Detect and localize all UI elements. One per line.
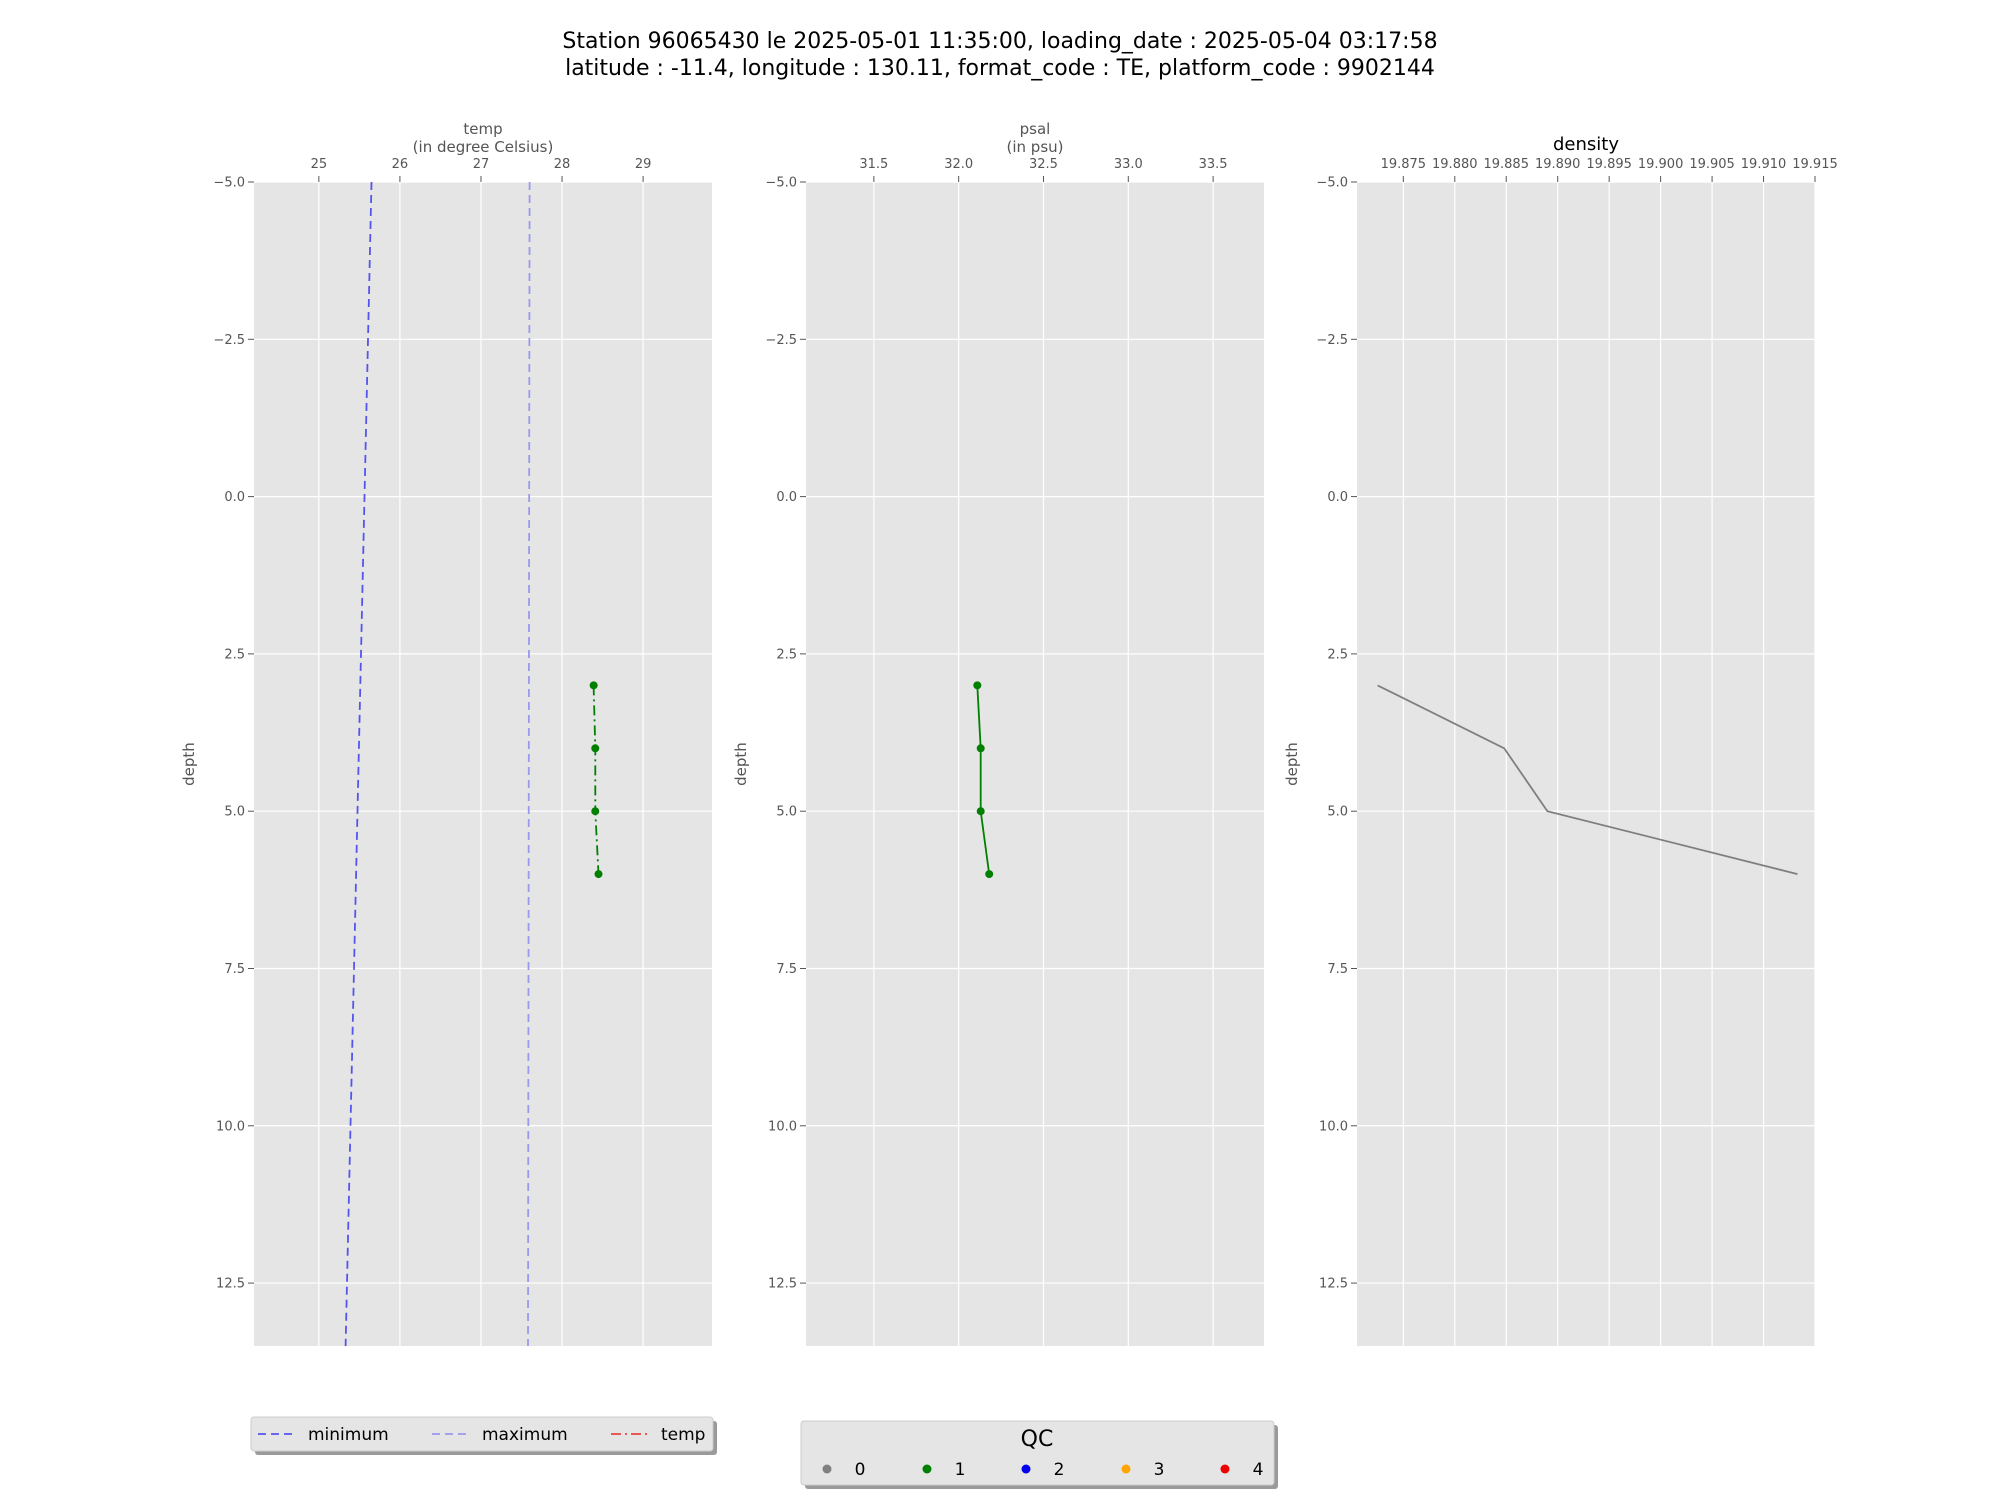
- chart-title-line1: Station 96065430 le 2025-05-01 11:35:00,…: [562, 29, 1437, 54]
- y-tick-label: −2.5: [213, 333, 245, 348]
- legend-label-minimum: minimum: [308, 1425, 389, 1445]
- y-tick-label: 7.5: [1327, 962, 1348, 977]
- qc-legend-frame: [800, 1420, 1275, 1486]
- y-tick-label: 2.5: [776, 647, 797, 662]
- x-axis-label: temp: [463, 120, 502, 138]
- panel-background: [1357, 182, 1815, 1346]
- x-tick-label: 19.890: [1535, 157, 1581, 172]
- y-tick-label: 10.0: [1319, 1119, 1348, 1134]
- y-tick-label: 5.0: [776, 805, 797, 820]
- y-tick-label: 7.5: [224, 962, 245, 977]
- y-tick-label: 2.5: [1327, 647, 1348, 662]
- y-tick-label: 10.0: [216, 1119, 245, 1134]
- y-tick-label: 10.0: [768, 1119, 797, 1134]
- x-tick-label: 19.910: [1741, 157, 1787, 172]
- series-line-temp: [592, 685, 600, 875]
- qc-legend: QC 0 1 2 3 4: [800, 1420, 1278, 1489]
- x-tick-label: 32.0: [944, 157, 973, 172]
- qc-legend-marker-2: [1021, 1464, 1031, 1474]
- legend-label-temp: temp: [661, 1425, 705, 1445]
- x-tick-label: 29: [635, 157, 652, 172]
- y-tick-label: 12.5: [216, 1277, 245, 1292]
- qc-legend-label-4: 4: [1253, 1460, 1264, 1480]
- data-point-psal: [973, 681, 982, 690]
- x-tick-label: 19.885: [1483, 157, 1529, 172]
- panel-background: [806, 182, 1264, 1346]
- x-axis-unit-label: (in psu): [1007, 138, 1064, 156]
- y-tick-label: 5.0: [224, 805, 245, 820]
- x-tick-label: 33.5: [1199, 157, 1228, 172]
- x-axis-unit-label: (in degree Celsius): [413, 138, 554, 156]
- qc-legend-label-2: 2: [1054, 1460, 1065, 1480]
- qc-legend-title: QC: [1021, 1427, 1054, 1452]
- data-point-temp: [589, 681, 598, 690]
- x-tick-label: 19.875: [1381, 157, 1427, 172]
- x-tick-label: 32.5: [1029, 157, 1058, 172]
- y-axis-label: depth: [732, 742, 750, 786]
- panel-density: −5.0 −2.5 0.0 2.5 5.0 7.5 10.0 12.5 19.875 19.880…: [1283, 134, 1838, 1346]
- y-tick-label: 7.5: [776, 962, 797, 977]
- qc-legend-marker-4: [1220, 1464, 1230, 1474]
- data-point-psal: [976, 744, 985, 753]
- panels: −5.0 −2.5 0.0 2.5 5.0 7.5 10.0 12.5 25 26 27 28 29 de…: [180, 120, 1838, 1347]
- legend-label-maximum: maximum: [482, 1425, 568, 1445]
- x-tick-label: 19.895: [1586, 157, 1632, 172]
- qc-legend-label-3: 3: [1154, 1460, 1165, 1480]
- series-line-density: [1377, 684, 1798, 875]
- data-point-psal: [985, 870, 994, 879]
- panel-temp: −5.0 −2.5 0.0 2.5 5.0 7.5 10.0 12.5 25 26 27 28 29 de…: [180, 120, 712, 1347]
- x-tick-label: 31.5: [859, 157, 888, 172]
- x-axis-label: psal: [1020, 120, 1051, 138]
- y-tick-label: 2.5: [224, 647, 245, 662]
- y-tick-label: 0.0: [224, 490, 245, 505]
- y-axis-label: depth: [1283, 742, 1301, 786]
- x-tick-label: 28: [554, 157, 571, 172]
- x-tick-label: 19.905: [1689, 157, 1735, 172]
- x-tick-label: 19.880: [1432, 157, 1478, 172]
- y-axis-label: depth: [180, 742, 198, 786]
- qc-legend-marker-0: [822, 1464, 832, 1474]
- panel-background: [254, 182, 712, 1346]
- y-tick-label: −5.0: [1316, 176, 1348, 191]
- qc-legend-marker-1: [922, 1464, 932, 1474]
- x-tick-label: 19.900: [1638, 157, 1684, 172]
- data-point-psal: [976, 807, 985, 816]
- y-tick-label: 12.5: [768, 1277, 797, 1292]
- qc-legend-label-0: 0: [855, 1460, 866, 1480]
- y-tick-label: −5.0: [213, 176, 245, 191]
- x-tick-label: 19.915: [1792, 157, 1838, 172]
- chart-title-line2: latitude : -11.4, longitude : 130.11, fo…: [565, 56, 1435, 81]
- x-tick-label: 33.0: [1114, 157, 1143, 172]
- y-tick-label: 0.0: [1327, 490, 1348, 505]
- data-point-temp: [591, 744, 600, 753]
- y-tick-label: 12.5: [1319, 1277, 1348, 1292]
- panel-title: density: [1553, 134, 1619, 155]
- qc-legend-label-1: 1: [955, 1460, 966, 1480]
- line-legend: minimum maximum temp: [250, 1416, 717, 1455]
- x-tick-label: 26: [392, 157, 409, 172]
- y-tick-label: −2.5: [765, 333, 797, 348]
- legend-frame: [250, 1416, 714, 1452]
- y-tick-label: −2.5: [1316, 333, 1348, 348]
- data-point-temp: [594, 870, 603, 879]
- data-point-temp: [591, 807, 600, 816]
- y-tick-label: 0.0: [776, 490, 797, 505]
- y-tick-label: −5.0: [765, 176, 797, 191]
- panel-psal: −5.0 −2.5 0.0 2.5 5.0 7.5 10.0 12.5 31.5 32.0 32.5…: [732, 120, 1264, 1346]
- series-line-psal: [976, 685, 991, 875]
- qc-legend-marker-3: [1121, 1464, 1131, 1474]
- x-tick-label: 25: [311, 157, 328, 172]
- x-tick-label: 27: [473, 157, 490, 172]
- y-tick-label: 5.0: [1327, 805, 1348, 820]
